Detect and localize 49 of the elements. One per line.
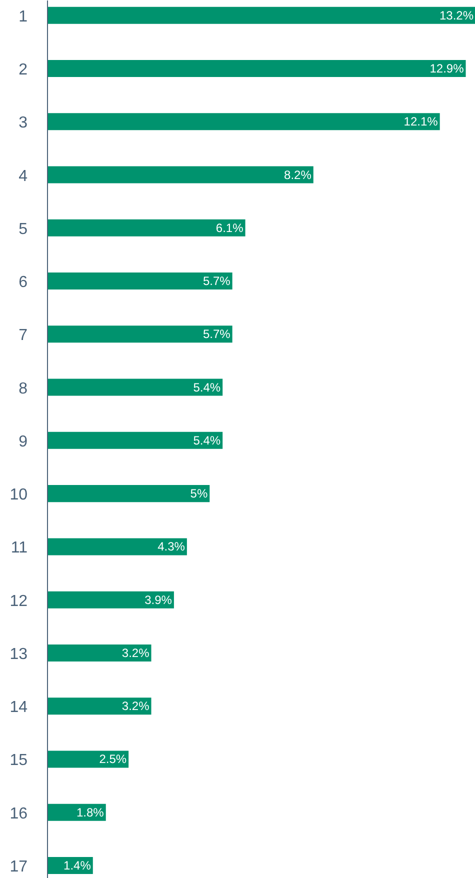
data-label: 3.2%: [122, 699, 150, 714]
y-tick-label: 7: [18, 327, 28, 344]
bar: [48, 378, 223, 396]
data-label: 4.3%: [158, 540, 186, 554]
y-tick-label: 1: [18, 8, 28, 26]
data-label: 13.2%: [439, 8, 474, 22]
data-label: 8.2%: [284, 168, 312, 182]
data-label: 6.1%: [216, 220, 244, 235]
bar: [48, 750, 129, 768]
y-tick-label: 11: [10, 540, 28, 557]
data-label: 2.5%: [99, 752, 127, 766]
bar: [48, 60, 466, 78]
data-label: 5%: [190, 486, 208, 501]
bar: [48, 219, 246, 236]
data-label: 5.4%: [193, 380, 221, 394]
y-tick-label: 13: [10, 646, 28, 663]
bar: [48, 538, 187, 556]
bar: [48, 698, 152, 715]
y-tick-label: 10: [10, 486, 28, 504]
data-label: 3.9%: [144, 592, 172, 607]
data-label: 12.9%: [430, 62, 464, 76]
y-tick-label: 17: [10, 858, 28, 876]
bar: [48, 591, 174, 608]
data-label: 5.7%: [202, 274, 231, 288]
bar: [48, 113, 440, 130]
bar: [48, 644, 152, 662]
bar: [48, 432, 223, 449]
y-tick-label: 4: [18, 168, 28, 185]
data-label: 5.4%: [193, 433, 221, 448]
y-tick-label: 2: [18, 62, 28, 79]
y-tick-label: 9: [18, 433, 28, 450]
data-label: 3.2%: [122, 646, 150, 660]
data-label: 12.1%: [404, 114, 438, 129]
bar: [48, 272, 232, 290]
y-tick-label: 6: [18, 274, 28, 292]
data-label: 1.4%: [64, 858, 92, 872]
bar: [48, 485, 210, 502]
y-tick-label: 14: [10, 699, 28, 716]
y-tick-label: 16: [10, 805, 28, 822]
data-label: 1.8%: [76, 805, 104, 820]
bar: [48, 166, 314, 184]
bar: [48, 326, 232, 343]
bar: [48, 6, 475, 24]
y-tick-label: 3: [18, 114, 28, 132]
y-tick-label: 15: [10, 752, 28, 770]
y-tick-label: 8: [18, 380, 28, 398]
y-tick-label: 5: [18, 220, 28, 238]
data-label: 5.7%: [202, 327, 231, 342]
y-tick-label: 12: [10, 592, 28, 610]
